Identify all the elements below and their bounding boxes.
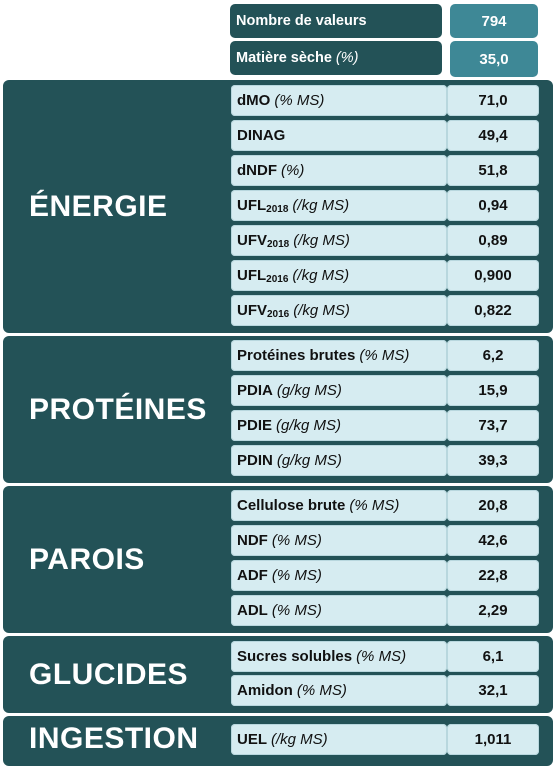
row-label-name: Cellulose brute	[237, 497, 346, 514]
row-value: 73,7	[447, 410, 539, 441]
row-label: UEL (/kg MS)	[231, 724, 447, 755]
row-label: dMO (% MS)	[231, 85, 447, 116]
row-label-unit: (g/kg MS)	[276, 382, 342, 399]
row-label-unit: (% MS)	[349, 497, 400, 514]
row-value: 49,4	[447, 120, 539, 151]
row-label-unit: (g/kg MS)	[276, 417, 342, 434]
count-label: Nombre de valeurs	[230, 4, 442, 38]
row-label-unit: (% MS)	[271, 532, 322, 549]
row-label-unit: (/kg MS)	[293, 302, 350, 319]
row-value: 1,011	[447, 724, 539, 755]
section-title: ÉNERGIE	[29, 190, 168, 223]
count-value-text: 794	[481, 12, 507, 30]
row-value: 0,89	[447, 225, 539, 256]
row-value: 0,822	[447, 295, 539, 326]
row-label-name: PDIA	[237, 382, 273, 399]
row-label: UFV 2018 (/kg MS)	[231, 225, 447, 256]
row-label-unit: (/kg MS)	[292, 197, 350, 214]
row-label-subscript: 2016	[266, 274, 289, 285]
row-label-unit: (% MS)	[274, 92, 325, 109]
count-value: 794	[450, 4, 538, 38]
row-label: PDIN (g/kg MS)	[231, 445, 447, 476]
row-label: UFL 2016 (/kg MS)	[231, 260, 447, 291]
row-label-name: UFV	[237, 232, 267, 249]
row-value: 51,8	[447, 155, 539, 186]
row-label-unit: (/kg MS)	[271, 731, 328, 748]
count-label-text: Nombre de valeurs	[236, 13, 367, 29]
row-label-name: DINAG	[237, 127, 286, 144]
row-label-subscript: 2018	[266, 204, 289, 215]
section-title: PAROIS	[29, 543, 145, 576]
row-label-unit: (% MS)	[296, 682, 347, 699]
row-label-subscript: 2016	[267, 309, 290, 320]
row-value: 15,9	[447, 375, 539, 406]
row-label: NDF (% MS)	[231, 525, 447, 556]
row-label-subscript: 2018	[267, 239, 290, 250]
row-label-name: UFL	[237, 267, 267, 284]
section-title: INGESTION	[29, 722, 199, 755]
row-label-unit: (% MS)	[271, 567, 322, 584]
row-value: 42,6	[447, 525, 539, 556]
row-value: 71,0	[447, 85, 539, 116]
row-label-name: UFV	[237, 302, 267, 319]
row-value: 6,2	[447, 340, 539, 371]
row-label: UFL 2018 (/kg MS)	[231, 190, 447, 221]
row-label-unit: (g/kg MS)	[276, 452, 342, 469]
row-label-name: Amidon	[237, 682, 293, 699]
row-value: 6,1	[447, 641, 539, 672]
row-label-name: dMO	[237, 92, 271, 109]
row-label-name: UFL	[237, 197, 267, 214]
row-label: DINAG	[231, 120, 447, 151]
row-label-name: PDIE	[237, 417, 273, 434]
dry-matter-value: 35,0	[450, 41, 538, 77]
row-label-name: UEL	[237, 731, 267, 748]
dry-matter-unit: (%)	[335, 50, 359, 66]
row-label-unit: (%)	[281, 162, 305, 179]
row-label-name: ADF	[237, 567, 268, 584]
row-label: ADF (% MS)	[231, 560, 447, 591]
dry-matter-label: Matière sèche (%)	[230, 41, 442, 75]
row-label-unit: (% MS)	[356, 648, 407, 665]
row-label: Amidon (% MS)	[231, 675, 447, 706]
row-label: Sucres solubles (% MS)	[231, 641, 447, 672]
row-label: PDIA (g/kg MS)	[231, 375, 447, 406]
section-title: GLUCIDES	[29, 658, 189, 691]
row-value: 22,8	[447, 560, 539, 591]
row-label-unit: (% MS)	[359, 347, 410, 364]
row-label-name: Sucres solubles	[237, 648, 353, 665]
row-label-name: PDIN	[237, 452, 273, 469]
row-label-name: dNDF	[237, 162, 277, 179]
row-label-unit: (/kg MS)	[293, 232, 350, 249]
row-label-unit: (/kg MS)	[292, 267, 350, 284]
section-title: PROTÉINES	[29, 393, 207, 426]
row-label-name: NDF	[237, 532, 268, 549]
row-value: 0,900	[447, 260, 539, 291]
row-label: Cellulose brute (% MS)	[231, 490, 447, 521]
row-value: 32,1	[447, 675, 539, 706]
row-label: PDIE (g/kg MS)	[231, 410, 447, 441]
dry-matter-value-text: 35,0	[479, 50, 509, 68]
row-value: 2,29	[447, 595, 539, 626]
row-value: 20,8	[447, 490, 539, 521]
row-label-unit: (% MS)	[271, 602, 322, 619]
row-label: ADL (% MS)	[231, 595, 447, 626]
row-label-name: Protéines brutes	[237, 347, 356, 364]
row-label: dNDF (%)	[231, 155, 447, 186]
dry-matter-label-text: Matière sèche	[236, 50, 332, 66]
row-label-name: ADL	[237, 602, 268, 619]
row-label: UFV 2016 (/kg MS)	[231, 295, 447, 326]
row-label: Protéines brutes (% MS)	[231, 340, 447, 371]
row-value: 0,94	[447, 190, 539, 221]
row-value: 39,3	[447, 445, 539, 476]
